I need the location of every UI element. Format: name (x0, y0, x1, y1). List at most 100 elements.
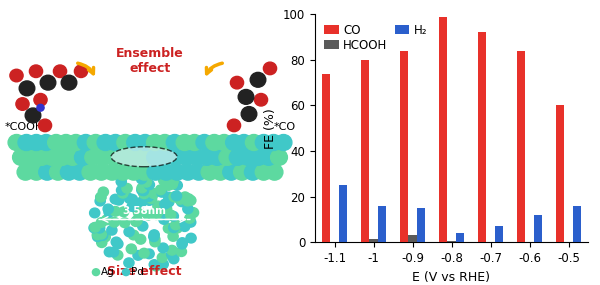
Circle shape (151, 210, 161, 219)
Circle shape (54, 149, 71, 165)
Circle shape (161, 178, 172, 187)
Circle shape (147, 164, 164, 180)
Circle shape (18, 135, 35, 150)
Circle shape (137, 135, 154, 150)
Circle shape (74, 65, 88, 78)
Circle shape (149, 232, 159, 241)
Circle shape (184, 194, 194, 203)
Circle shape (97, 238, 107, 247)
Circle shape (125, 164, 142, 180)
Circle shape (148, 168, 158, 178)
Circle shape (139, 248, 149, 258)
Bar (556, 105, 564, 242)
Circle shape (265, 135, 282, 150)
Circle shape (206, 135, 223, 150)
Circle shape (209, 149, 226, 165)
Circle shape (131, 217, 141, 227)
Circle shape (254, 93, 268, 106)
Circle shape (169, 223, 179, 233)
Circle shape (34, 93, 47, 106)
Circle shape (177, 238, 187, 247)
Circle shape (17, 164, 34, 180)
Circle shape (227, 119, 241, 132)
Circle shape (161, 204, 172, 214)
Circle shape (144, 180, 154, 190)
Circle shape (97, 218, 107, 227)
Circle shape (118, 188, 128, 198)
Circle shape (172, 223, 182, 233)
Circle shape (122, 269, 130, 276)
Circle shape (266, 164, 283, 180)
Circle shape (153, 207, 163, 216)
Text: Size effect: Size effect (107, 265, 181, 278)
Circle shape (38, 119, 52, 132)
Circle shape (233, 164, 250, 180)
Circle shape (149, 208, 160, 218)
Circle shape (223, 164, 239, 180)
Circle shape (28, 135, 44, 150)
Circle shape (158, 243, 168, 253)
Circle shape (167, 149, 184, 165)
Circle shape (216, 135, 233, 150)
Circle shape (263, 62, 277, 75)
Circle shape (139, 186, 149, 196)
Circle shape (95, 196, 105, 206)
Circle shape (256, 135, 272, 150)
Circle shape (186, 207, 196, 217)
Circle shape (212, 164, 229, 180)
Circle shape (136, 164, 153, 180)
Circle shape (158, 259, 168, 269)
Circle shape (67, 135, 84, 150)
Circle shape (110, 206, 121, 216)
Circle shape (168, 177, 178, 187)
Circle shape (149, 230, 159, 239)
Circle shape (199, 149, 215, 165)
Circle shape (109, 247, 119, 257)
Circle shape (275, 135, 292, 150)
Bar (378, 206, 386, 242)
Circle shape (186, 135, 203, 150)
Circle shape (127, 194, 137, 204)
Circle shape (107, 135, 124, 150)
Circle shape (33, 149, 50, 165)
Circle shape (250, 149, 267, 165)
Circle shape (190, 164, 207, 180)
Circle shape (167, 245, 177, 255)
Circle shape (143, 192, 154, 201)
Circle shape (136, 235, 146, 244)
Circle shape (124, 227, 134, 237)
Circle shape (126, 244, 136, 254)
Text: *CO: *CO (274, 122, 296, 132)
Circle shape (188, 149, 205, 165)
Circle shape (71, 164, 88, 180)
Circle shape (147, 149, 164, 165)
Circle shape (201, 164, 218, 180)
Circle shape (150, 235, 160, 244)
Circle shape (176, 135, 193, 150)
Circle shape (185, 217, 196, 227)
Circle shape (186, 196, 196, 205)
Circle shape (116, 149, 133, 165)
Circle shape (186, 233, 196, 243)
Circle shape (238, 89, 254, 104)
Circle shape (144, 196, 154, 205)
Circle shape (158, 164, 175, 180)
Circle shape (151, 261, 161, 271)
Circle shape (132, 215, 142, 225)
Circle shape (244, 164, 261, 180)
Circle shape (126, 149, 143, 165)
Bar (408, 235, 417, 242)
Circle shape (13, 149, 29, 165)
Circle shape (93, 164, 110, 180)
Circle shape (87, 135, 104, 150)
Circle shape (167, 250, 177, 259)
Circle shape (19, 81, 35, 96)
Circle shape (116, 186, 127, 195)
Circle shape (260, 149, 277, 165)
Circle shape (157, 149, 174, 165)
Circle shape (39, 164, 56, 180)
Circle shape (82, 164, 99, 180)
Circle shape (137, 221, 148, 231)
Circle shape (89, 223, 99, 233)
Circle shape (89, 208, 100, 218)
